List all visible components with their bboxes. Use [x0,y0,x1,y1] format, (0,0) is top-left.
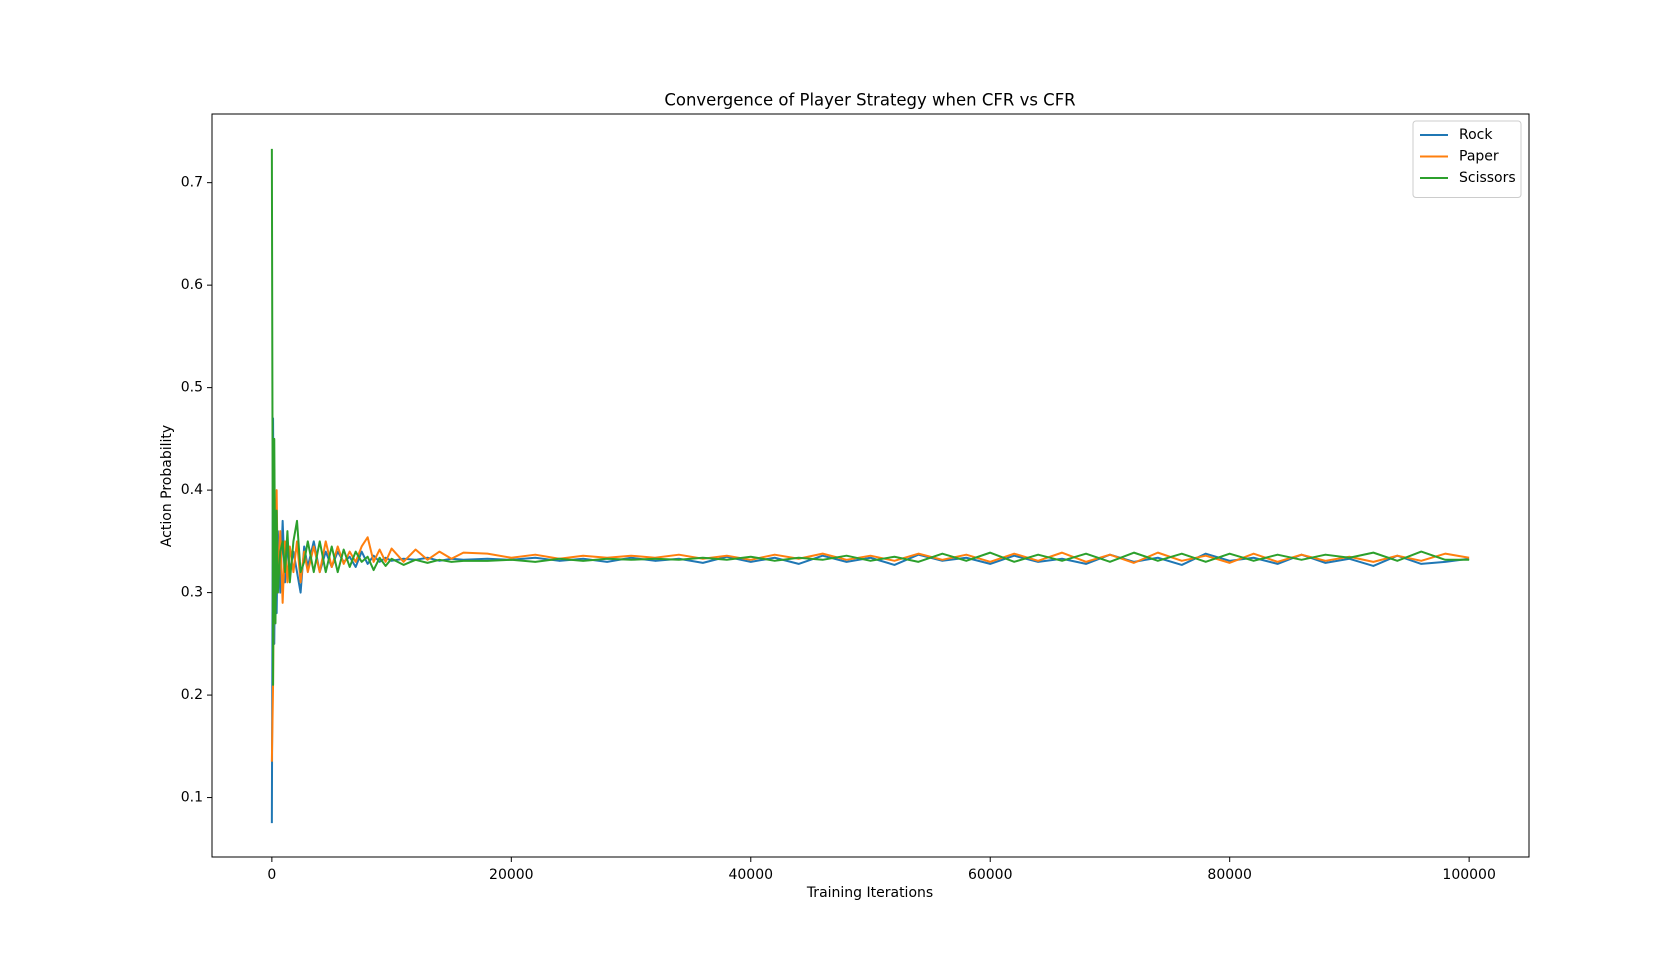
plot-frame [211,113,1530,858]
chart-title: Convergence of Player Strategy when CFR … [664,91,1075,110]
x-tick-label: 60000 [968,867,1013,883]
legend-label: Rock [1459,127,1493,143]
series-line [270,417,1470,824]
x-tick-label: 80000 [1207,867,1252,883]
y-tick-label: 0.6 [181,277,203,293]
y-tick-label: 0.2 [181,687,203,703]
series-line [270,468,1470,762]
legend-label: Scissors [1459,170,1516,186]
legend-label: Paper [1459,149,1499,165]
y-tick-label: 0.5 [181,380,203,396]
x-tick-label: 100000 [1442,867,1495,883]
y-tick-label: 0.4 [181,482,203,498]
x-tick-label: 0 [267,867,276,883]
y-tick-label: 0.1 [181,790,203,806]
x-tick-label: 20000 [489,867,534,883]
x-axis-label: Training Iterations [806,885,933,901]
series-line [270,148,1470,686]
y-tick-label: 0.3 [181,585,203,601]
y-tick-label: 0.7 [181,175,203,191]
y-axis-label: Action Probability [159,425,175,547]
x-tick-label: 40000 [728,867,773,883]
